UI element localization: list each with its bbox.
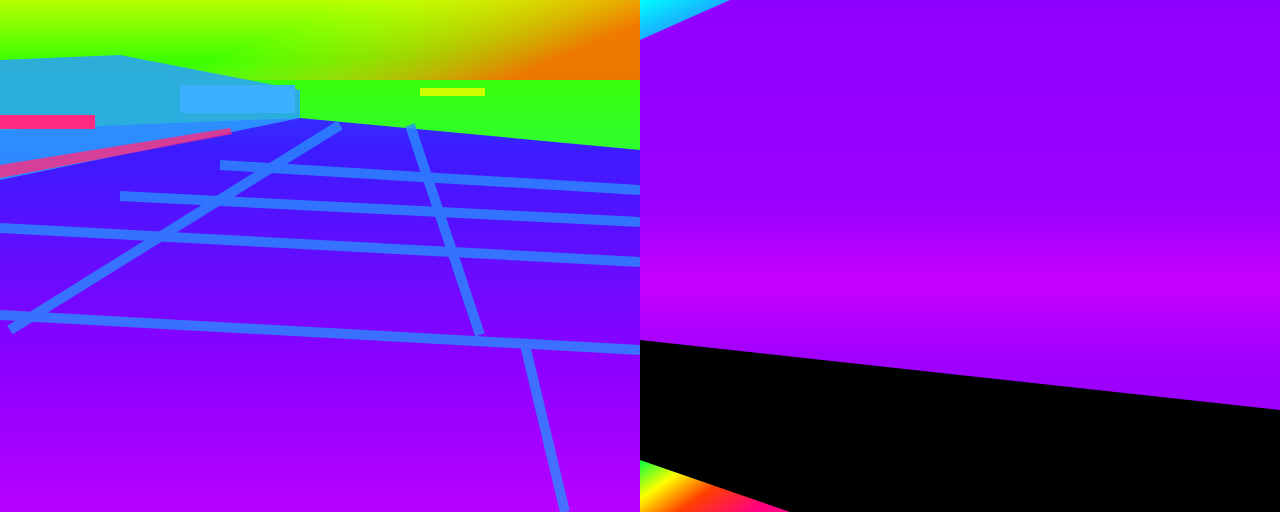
light <box>420 88 485 96</box>
depth-view <box>640 0 1280 512</box>
tile-seams <box>0 120 641 512</box>
near-corner <box>640 0 730 40</box>
thermal-view <box>0 0 641 512</box>
near-edge <box>640 460 790 512</box>
hot-strip <box>0 115 95 129</box>
object <box>180 85 295 113</box>
no-data-region <box>640 340 1280 512</box>
hot-line <box>0 128 232 178</box>
